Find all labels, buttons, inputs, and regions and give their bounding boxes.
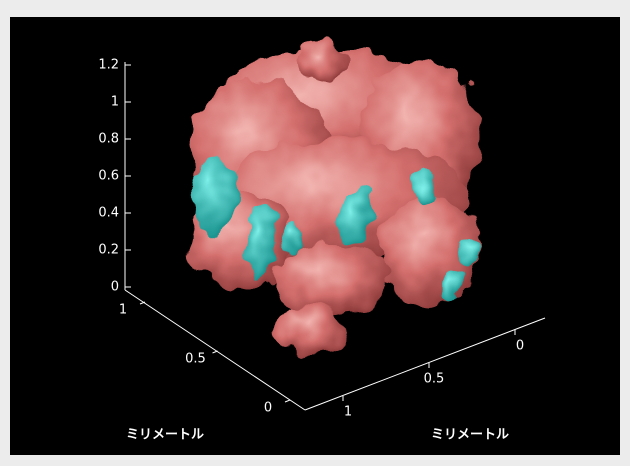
z-tick-label: 1 [111,95,119,110]
z-tick-label: 0.2 [98,243,119,258]
z-tick-label: 0 [111,280,119,295]
x-axis-label: ミリメートル [431,428,509,443]
x-tick-label: 0 [516,339,524,354]
x-tick-label: 0.5 [424,372,445,387]
page: ミリメートル ミリメートル 00.20.40.60.811.200.5100.5… [0,0,630,466]
z-tick-label: 1.2 [98,58,119,73]
y-tick-label: 0.5 [185,352,206,367]
y-tick-label: 0 [264,401,272,416]
y-tick-label: 1 [119,303,127,318]
z-tick-label: 0.6 [98,169,119,184]
chart: ミリメートル ミリメートル 00.20.40.60.811.200.5100.5… [0,0,630,466]
z-tick-label: 0.4 [98,206,119,221]
z-tick-label: 0.8 [98,132,119,147]
x-tick-label: 1 [344,405,352,420]
y-axis-label: ミリメートル [126,428,204,443]
